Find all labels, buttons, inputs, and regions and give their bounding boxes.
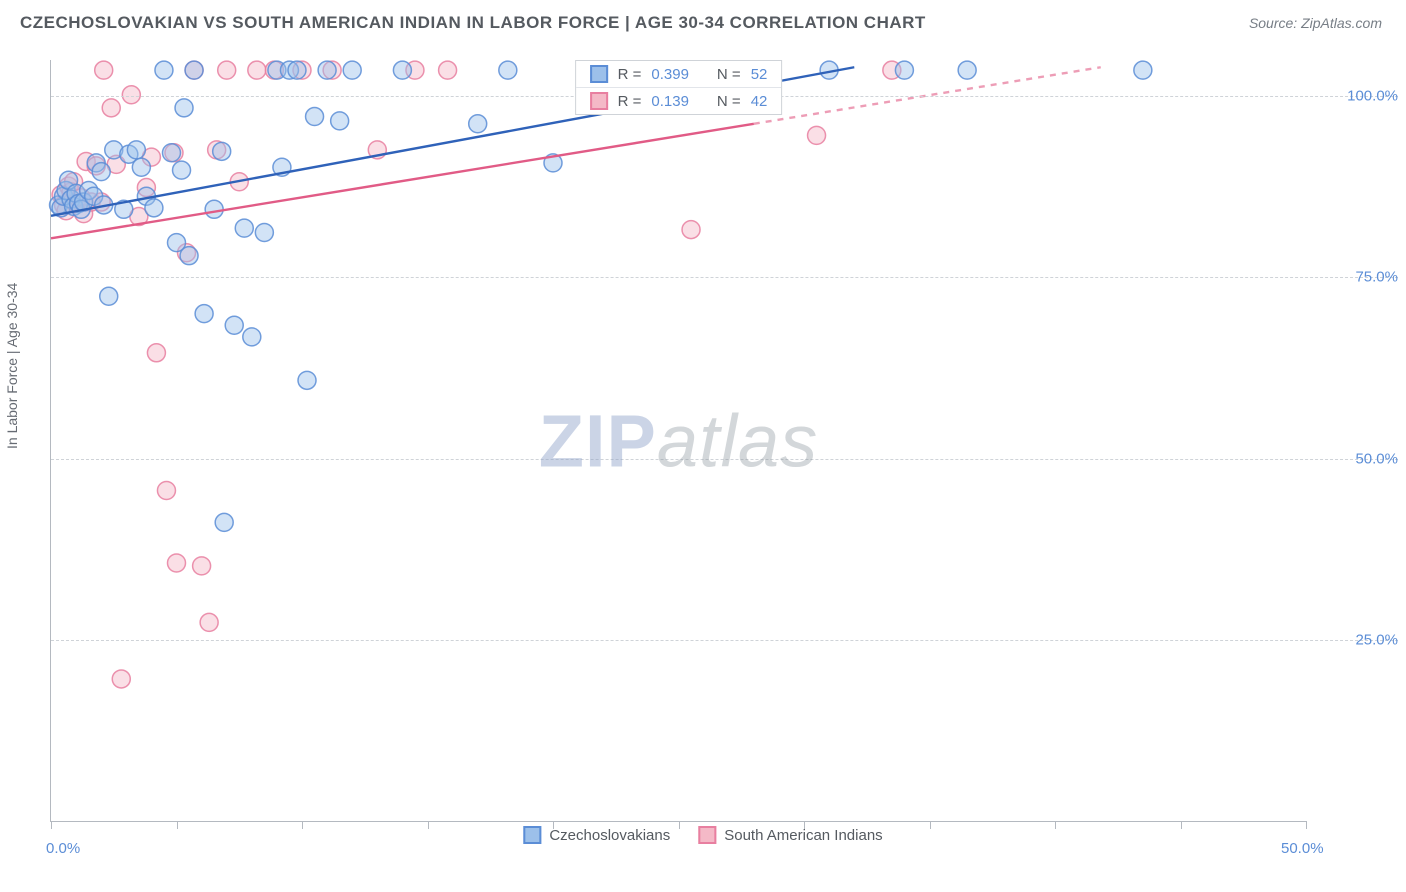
r-label-a: R = bbox=[618, 66, 642, 83]
legend-swatch-b-bottom bbox=[698, 826, 716, 844]
r-label-b: R = bbox=[618, 93, 642, 110]
chart-title: CZECHOSLOVAKIAN VS SOUTH AMERICAN INDIAN… bbox=[20, 13, 926, 33]
legend-item-b: South American Indians bbox=[698, 826, 882, 844]
correlation-legend: R = 0.399 N = 52 R = 0.139 N = 42 bbox=[575, 60, 783, 115]
legend-item-a: Czechoslovakians bbox=[523, 826, 670, 844]
source-label: Source: ZipAtlas.com bbox=[1249, 15, 1382, 31]
legend-label-a: Czechoslovakians bbox=[549, 827, 670, 844]
legend-swatch-a-bottom bbox=[523, 826, 541, 844]
legend-swatch-a bbox=[590, 65, 608, 83]
x-tick bbox=[51, 821, 52, 829]
gridline-h bbox=[51, 640, 1398, 641]
y-tick-label: 25.0% bbox=[1318, 631, 1398, 648]
plot-area: ZIPatlas R = 0.399 N = 52 R = 0.139 N = … bbox=[50, 60, 1306, 822]
x-tick bbox=[930, 821, 931, 829]
n-label-a: N = bbox=[717, 66, 741, 83]
x-tick-label-min: 0.0% bbox=[46, 840, 80, 857]
gridline-h bbox=[51, 277, 1398, 278]
x-tick bbox=[428, 821, 429, 829]
chart-container: In Labor Force | Age 30-34 ZIPatlas R = … bbox=[0, 46, 1406, 852]
r-value-a: 0.399 bbox=[651, 66, 689, 83]
r-value-b: 0.139 bbox=[651, 93, 689, 110]
legend-label-b: South American Indians bbox=[724, 827, 882, 844]
x-tick bbox=[1181, 821, 1182, 829]
x-tick bbox=[177, 821, 178, 829]
x-tick bbox=[1055, 821, 1056, 829]
legend-swatch-b bbox=[590, 92, 608, 110]
n-value-a: 52 bbox=[751, 66, 768, 83]
y-tick-label: 100.0% bbox=[1318, 88, 1398, 105]
y-tick-label: 75.0% bbox=[1318, 269, 1398, 286]
gridline-h bbox=[51, 459, 1398, 460]
n-value-b: 42 bbox=[751, 93, 768, 110]
legend-row-a: R = 0.399 N = 52 bbox=[576, 61, 782, 88]
n-label-b: N = bbox=[717, 93, 741, 110]
chart-svg bbox=[51, 60, 1306, 821]
y-tick-label: 50.0% bbox=[1318, 450, 1398, 467]
series-legend: Czechoslovakians South American Indians bbox=[523, 826, 882, 844]
legend-row-b: R = 0.139 N = 42 bbox=[576, 88, 782, 114]
x-tick bbox=[302, 821, 303, 829]
x-tick-label-max: 50.0% bbox=[1281, 840, 1324, 857]
y-axis-title: In Labor Force | Age 30-34 bbox=[4, 283, 20, 449]
x-tick bbox=[1306, 821, 1307, 829]
